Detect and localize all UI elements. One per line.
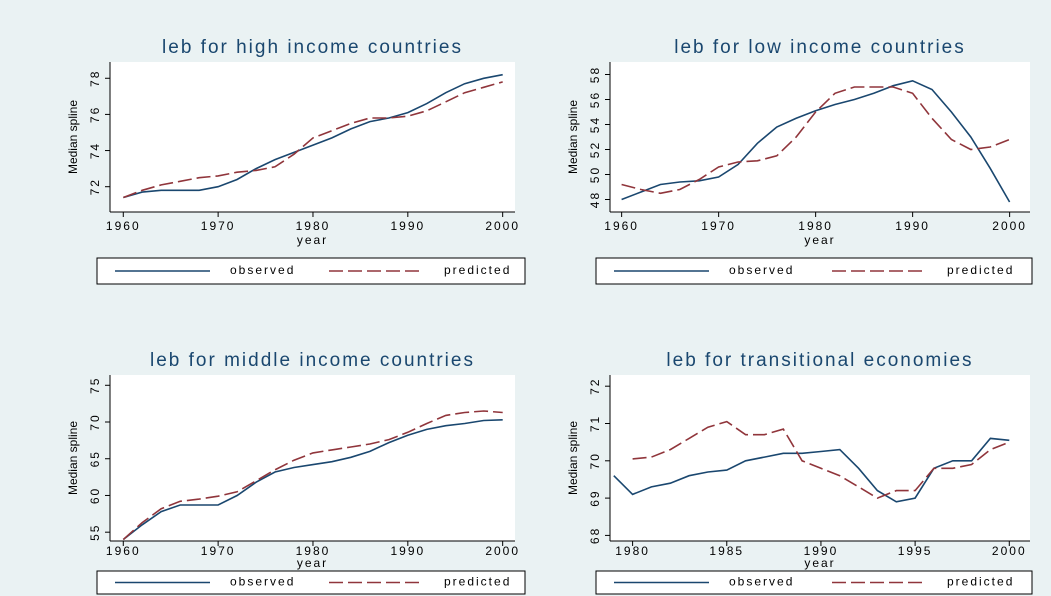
chart-title: leb for middle income countries [150, 350, 475, 371]
legend-label: observed [729, 263, 794, 277]
series-line [621, 86, 1010, 195]
chart-title: leb for transitional economies [666, 350, 973, 371]
series-line [632, 420, 1010, 499]
x-axis-label: year [804, 556, 835, 570]
x-tick-label: 1990 [804, 544, 839, 558]
x-axis-label: year [297, 233, 328, 247]
y-axis-label: Median spline [566, 421, 580, 495]
x-tick-label: 1990 [895, 219, 930, 233]
y-tick-label: 70 [88, 413, 102, 430]
chart-title: leb for high income countries [162, 37, 463, 58]
x-tick-label: 1970 [701, 219, 736, 233]
series-line [613, 437, 1010, 503]
series-line [122, 419, 503, 541]
x-tick-label: 1990 [390, 544, 425, 558]
x-tick-label: 2000 [992, 544, 1027, 558]
series-line [621, 79, 1011, 203]
legend-label: predicted [444, 575, 511, 589]
y-tick-label: 50 [588, 166, 602, 183]
x-tick-label: 2000 [485, 544, 520, 558]
x-tick-label: 2000 [485, 219, 520, 233]
y-tick-label: 60 [88, 487, 102, 504]
y-axis-label: Median spline [66, 421, 80, 495]
y-tick-label: 52 [588, 141, 602, 158]
plot-area [110, 375, 515, 541]
legend-label: predicted [947, 575, 1014, 589]
plot-area [610, 375, 1030, 541]
x-tick-label: 1990 [390, 219, 425, 233]
y-tick-label: 72 [588, 378, 602, 395]
x-tick-label: 1980 [615, 544, 650, 558]
legend-label: predicted [947, 263, 1014, 277]
series-line [123, 81, 503, 199]
legend-label: observed [230, 263, 295, 277]
y-tick-label: 74 [88, 142, 102, 159]
legend-label: observed [729, 575, 794, 589]
x-axis-label: year [804, 233, 835, 247]
x-tick-label: 1960 [604, 219, 639, 233]
y-tick-label: 70 [588, 452, 602, 469]
x-tick-label: 1960 [106, 544, 141, 558]
y-tick-label: 75 [88, 377, 102, 394]
y-axis-label: Median spline [566, 100, 580, 174]
y-tick-label: 71 [588, 415, 602, 432]
y-tick-label: 72 [88, 178, 102, 195]
chart-title: leb for low income countries [674, 37, 966, 58]
plot-area [110, 62, 515, 212]
legend-label: observed [230, 575, 295, 589]
x-tick-label: 1985 [709, 544, 744, 558]
y-tick-label: 54 [588, 116, 602, 133]
x-tick-label: 1980 [296, 544, 331, 558]
x-tick-label: 1995 [898, 544, 933, 558]
x-tick-label: 1970 [201, 544, 236, 558]
series-line [122, 410, 503, 541]
y-tick-label: 58 [588, 66, 602, 83]
y-axis-label: Median spline [66, 100, 80, 174]
plot-area [610, 62, 1030, 212]
y-tick-label: 55 [88, 524, 102, 541]
x-tick-label: 1970 [201, 219, 236, 233]
x-tick-label: 1980 [798, 219, 833, 233]
y-tick-label: 68 [588, 527, 602, 544]
x-tick-label: 2000 [992, 219, 1027, 233]
y-tick-label: 76 [88, 106, 102, 123]
legend-label: predicted [444, 263, 511, 277]
y-tick-label: 78 [88, 70, 102, 87]
y-tick-label: 48 [588, 191, 602, 208]
y-tick-label: 69 [588, 489, 602, 506]
y-tick-label: 56 [588, 91, 602, 108]
legend-box [595, 570, 1033, 595]
legend-box [96, 570, 526, 595]
x-tick-label: 1980 [296, 219, 331, 233]
x-axis-label: year [297, 556, 328, 570]
x-tick-label: 1960 [106, 219, 141, 233]
series-line [123, 73, 503, 199]
y-tick-label: 65 [88, 450, 102, 467]
